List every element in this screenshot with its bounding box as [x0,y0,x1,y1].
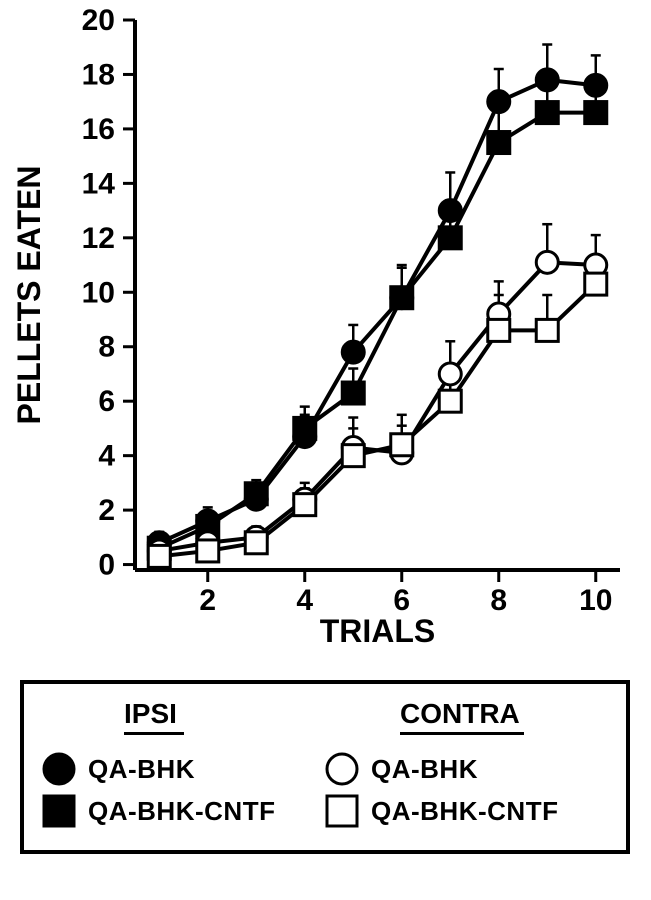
chart-svg: 02468101214161820246810TRIALSPELLETS EAT… [0,0,651,660]
legend-headers: IPSI CONTRA [42,698,608,738]
legend-cell: QA-BHK-CNTF [325,794,608,828]
svg-text:6: 6 [98,385,115,418]
svg-text:2: 2 [98,494,115,527]
svg-text:12: 12 [82,222,115,255]
svg-text:8: 8 [490,584,507,617]
svg-text:8: 8 [98,331,115,364]
svg-text:10: 10 [82,276,115,309]
circle-icon [325,752,359,786]
legend-row: QA-BHK QA-BHK [42,748,608,790]
legend-box: IPSI CONTRA QA-BHKQA-BHKQA-BHK-CNTFQA-BH… [20,680,630,854]
svg-text:4: 4 [98,440,115,473]
svg-text:0: 0 [98,549,115,582]
svg-text:14: 14 [82,167,116,200]
legend-cell: QA-BHK-CNTF [42,794,325,828]
legend-item-label: QA-BHK-CNTF [371,796,558,827]
svg-text:20: 20 [82,4,115,37]
legend-header-contra-label: CONTRA [400,698,520,729]
svg-text:10: 10 [579,584,612,617]
legend-cell: QA-BHK [325,752,608,786]
legend-header-ipsi-label: IPSI [124,698,177,729]
legend-item-label: QA-BHK [371,754,478,785]
legend-cell: QA-BHK [42,752,325,786]
svg-text:TRIALS: TRIALS [320,613,436,649]
legend-item-label: QA-BHK [88,754,195,785]
legend-rows: QA-BHK QA-BHK QA-BHK-CNTF QA-BHK-CNTF [42,748,608,832]
svg-text:PELLETS EATEN: PELLETS EATEN [11,166,47,425]
square-icon [325,794,359,828]
svg-text:18: 18 [82,58,115,91]
svg-text:16: 16 [82,113,115,146]
svg-text:2: 2 [199,584,216,617]
legend-row: QA-BHK-CNTF QA-BHK-CNTF [42,790,608,832]
legend-header-contra: CONTRA [400,698,524,735]
square-icon [42,794,76,828]
chart-container: 02468101214161820246810TRIALSPELLETS EAT… [0,0,651,660]
legend-header-ipsi: IPSI [124,698,184,735]
svg-text:4: 4 [296,584,313,617]
circle-icon [42,752,76,786]
legend-item-label: QA-BHK-CNTF [88,796,275,827]
